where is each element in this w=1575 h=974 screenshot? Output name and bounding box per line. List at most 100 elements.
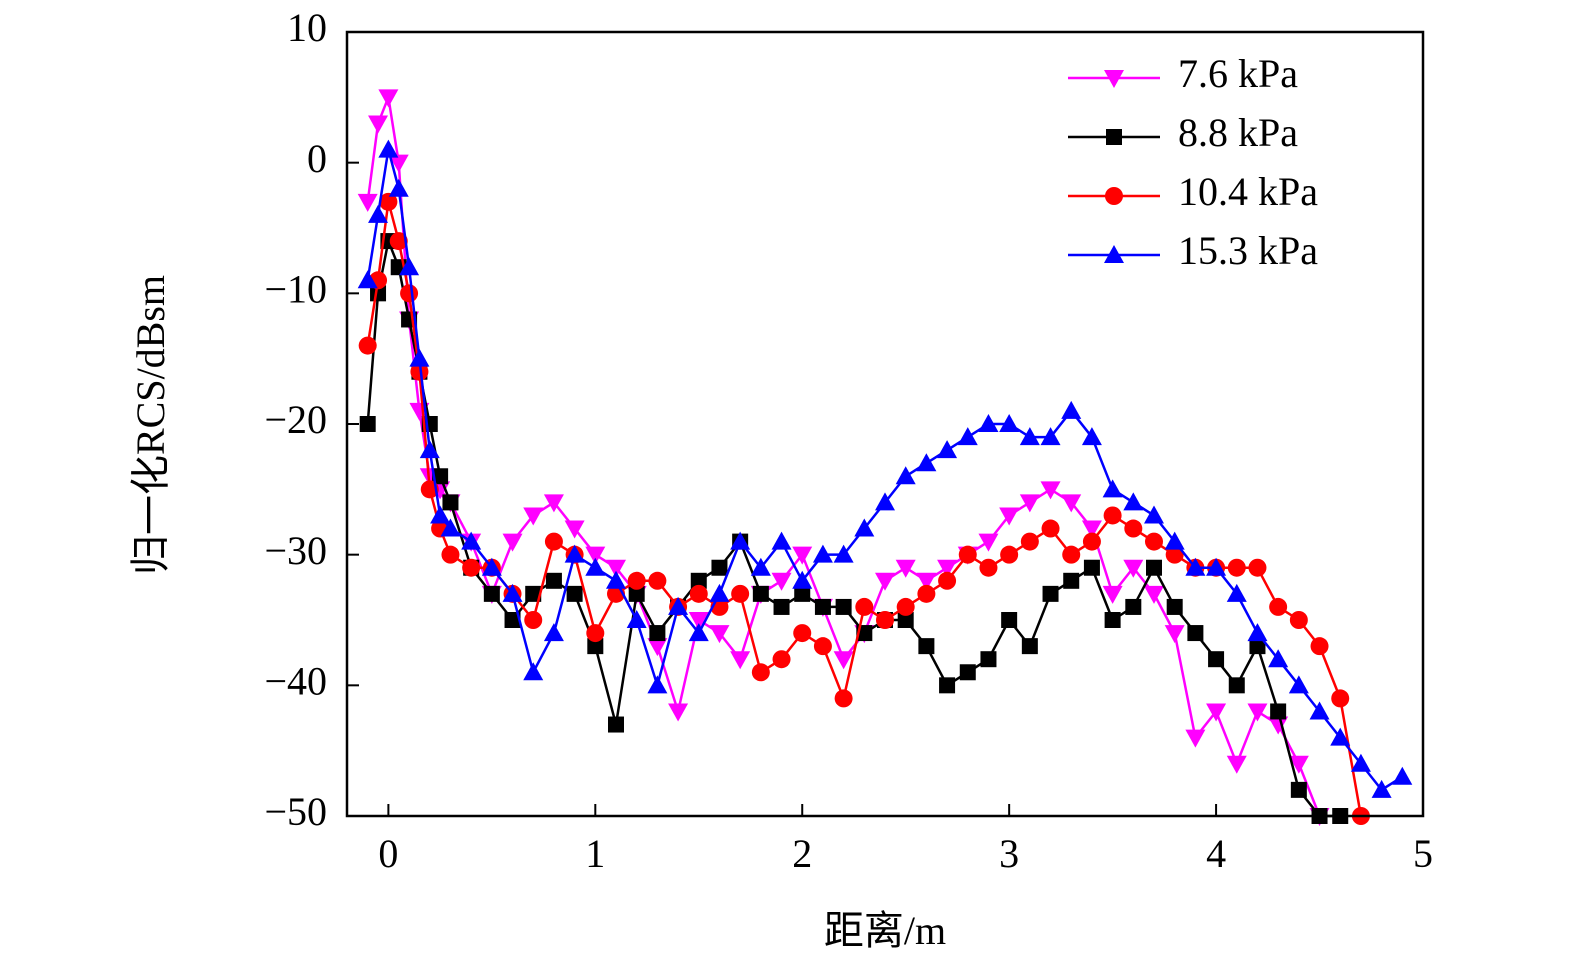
point <box>1146 559 1162 576</box>
point <box>938 571 957 590</box>
point <box>917 584 936 603</box>
point <box>711 559 728 576</box>
point <box>1288 755 1309 774</box>
point <box>502 583 523 602</box>
point <box>1123 559 1144 578</box>
point <box>545 572 562 589</box>
point <box>854 518 875 537</box>
point <box>833 651 854 670</box>
legend-marker <box>1106 129 1122 145</box>
point <box>668 703 689 722</box>
point <box>1083 559 1100 576</box>
x-axis-label: 距离/m <box>824 908 946 953</box>
point <box>980 651 997 668</box>
point <box>1331 689 1350 708</box>
x-tick-label: 2 <box>792 831 812 876</box>
point <box>388 178 409 197</box>
point <box>1040 427 1061 446</box>
point <box>1081 520 1102 539</box>
point <box>1144 585 1164 604</box>
point <box>688 612 709 630</box>
point <box>1102 585 1123 604</box>
point <box>627 571 646 590</box>
point <box>357 270 378 289</box>
point <box>1020 532 1039 551</box>
y-axis-label: 归一化RCS/dBsm <box>128 275 173 575</box>
point <box>461 531 482 550</box>
point <box>1165 545 1184 564</box>
point <box>875 572 895 591</box>
y-tick-label: 0 <box>307 136 327 181</box>
point <box>897 612 914 628</box>
point <box>359 416 376 432</box>
x-tick-label: 0 <box>378 831 398 876</box>
point <box>1288 675 1309 694</box>
point <box>1206 557 1227 576</box>
point <box>979 558 998 577</box>
point <box>896 597 915 616</box>
point <box>608 716 624 733</box>
legend-label: 10.4 kPa <box>1178 169 1318 214</box>
point <box>1061 400 1082 419</box>
point <box>709 583 730 602</box>
point <box>1226 755 1247 774</box>
point <box>524 611 543 629</box>
point <box>1208 651 1225 668</box>
point <box>368 115 389 134</box>
point <box>585 557 606 576</box>
point <box>730 531 751 550</box>
point <box>430 505 451 524</box>
point <box>875 492 895 511</box>
point <box>483 585 500 602</box>
point <box>1124 519 1143 538</box>
point <box>939 677 956 694</box>
point <box>1062 545 1081 564</box>
point <box>1061 494 1082 513</box>
point <box>1019 494 1040 513</box>
point <box>730 651 751 670</box>
point <box>1042 585 1059 602</box>
point <box>978 414 999 432</box>
point <box>410 362 429 381</box>
point <box>999 507 1020 526</box>
point <box>481 557 502 576</box>
point <box>1227 558 1246 577</box>
point <box>690 572 707 589</box>
point <box>1103 506 1122 525</box>
point <box>587 638 604 655</box>
point <box>689 584 708 603</box>
point <box>814 598 831 615</box>
point <box>709 625 730 644</box>
point <box>1185 729 1206 748</box>
point <box>751 663 770 682</box>
point <box>358 336 377 355</box>
point <box>792 546 813 565</box>
y-tick-label: 10 <box>287 5 327 50</box>
point <box>1001 612 1018 628</box>
point <box>523 507 544 526</box>
point <box>1206 703 1227 722</box>
point <box>959 664 976 681</box>
plot-frame <box>345 30 1425 818</box>
point <box>389 232 408 251</box>
legend-label: 7.6 kPa <box>1178 51 1298 96</box>
x-tick-label: 5 <box>1413 831 1433 876</box>
point <box>502 533 523 552</box>
point <box>895 559 916 578</box>
point <box>440 518 461 537</box>
point <box>647 638 668 657</box>
point <box>895 466 916 485</box>
point <box>1187 625 1204 642</box>
point <box>586 624 605 643</box>
point <box>368 204 389 223</box>
point <box>399 257 420 276</box>
point <box>855 597 874 616</box>
point <box>504 612 521 628</box>
point <box>543 623 564 642</box>
point <box>442 494 459 511</box>
point <box>937 440 958 459</box>
legend-label: 15.3 kPa <box>1178 228 1318 273</box>
point <box>544 532 563 551</box>
point <box>876 611 894 629</box>
point <box>1185 557 1206 576</box>
